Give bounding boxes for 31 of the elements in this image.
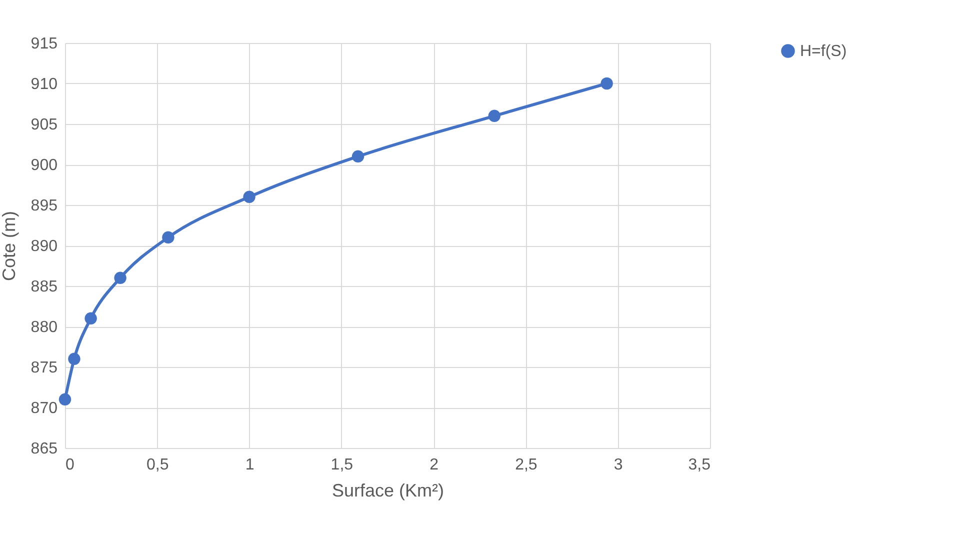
point bbox=[114, 272, 126, 284]
x-tick-label: 0 bbox=[66, 456, 74, 474]
point bbox=[58, 393, 72, 406]
y-tick-label: 915 bbox=[30, 36, 58, 52]
x-tick-label: 3,5 bbox=[688, 456, 711, 474]
y-tick-label: 895 bbox=[30, 198, 58, 214]
x-tick-label: 1 bbox=[245, 456, 254, 474]
point bbox=[68, 352, 80, 366]
y-tick-label: 885 bbox=[30, 278, 58, 296]
y-axis-title: Cote (m) bbox=[0, 210, 19, 282]
point bbox=[352, 150, 364, 163]
x-tick-label: 3 bbox=[614, 456, 623, 474]
x-tick-label: 0,5 bbox=[146, 456, 169, 474]
legend-label: H=f(S) bbox=[800, 43, 847, 60]
point bbox=[600, 77, 613, 90]
x-axis-title: Surface (Km²) bbox=[332, 480, 444, 500]
y-tick-label: 875 bbox=[30, 360, 58, 376]
y-tick-label: 905 bbox=[30, 116, 58, 134]
y-tick-label: 890 bbox=[30, 238, 58, 255]
y-tick-label: 870 bbox=[30, 400, 58, 417]
point bbox=[162, 231, 174, 244]
point bbox=[488, 110, 501, 122]
point bbox=[84, 312, 97, 325]
x-tick-label: 2 bbox=[430, 456, 439, 474]
y-tick-label: 865 bbox=[30, 440, 58, 458]
point bbox=[243, 190, 256, 204]
x-tick-label: 2,5 bbox=[515, 456, 538, 474]
y-tick-label: 910 bbox=[30, 76, 58, 93]
x-tick-label: 1,5 bbox=[330, 456, 354, 474]
y-tick-label: 880 bbox=[30, 319, 58, 336]
y-tick-label: 900 bbox=[30, 157, 58, 174]
